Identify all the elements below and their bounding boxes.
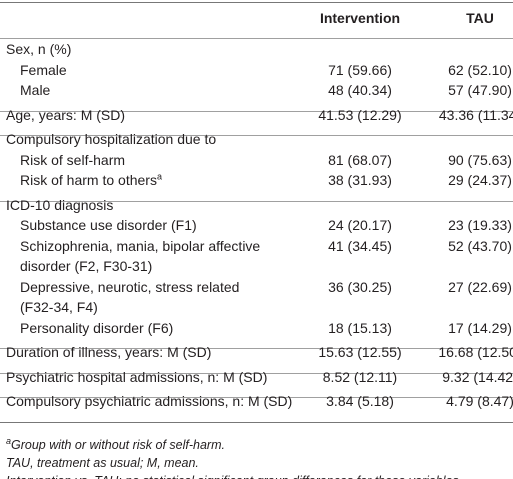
cell: 52 (43.70) bbox=[448, 237, 512, 254]
column-header: TAU bbox=[466, 10, 494, 26]
cell: 29 (24.37) bbox=[448, 172, 512, 188]
rule bbox=[0, 372, 513, 374]
cell: 27 (22.69) bbox=[448, 278, 512, 295]
cell: 23 (19.33) bbox=[448, 217, 512, 233]
row-label: Risk of self-harm bbox=[20, 151, 126, 168]
row-label: (F32-34, F4) bbox=[20, 299, 98, 315]
footnote: aGroup with or without risk of self-harm… bbox=[6, 436, 225, 454]
cell: 17 (14.29) bbox=[448, 319, 512, 336]
cell: 41 (34.45) bbox=[328, 237, 392, 254]
cell: 38 (31.93) bbox=[328, 172, 392, 188]
row-label: Female bbox=[20, 61, 67, 78]
cell: 24 (20.17) bbox=[328, 217, 392, 233]
cell: 16.68 (12.50) bbox=[438, 344, 513, 360]
row-label: Duration of illness, years: M (SD) bbox=[6, 344, 212, 360]
footnote-text: TAU, treatment as usual; M, mean. bbox=[6, 455, 199, 470]
rule bbox=[0, 110, 513, 112]
row-label: Risk of harm to othersa bbox=[20, 171, 162, 188]
column-header: Intervention bbox=[319, 10, 401, 26]
cell: 57 (47.90) bbox=[448, 82, 512, 98]
row-label: Personality disorder (F6) bbox=[20, 319, 174, 336]
row-label: Compulsory psychiatric admissions, n: M … bbox=[6, 393, 293, 409]
rule bbox=[0, 200, 513, 202]
cell: 9.32 (14.42) bbox=[442, 368, 513, 385]
footnote-text: Intervention vs. TAU: no statistical sig… bbox=[6, 474, 462, 479]
row-label: Age, years: M (SD) bbox=[6, 106, 126, 123]
cell: 71 (59.66) bbox=[328, 61, 392, 78]
row-label: Compulsory hospitalization due to bbox=[6, 131, 217, 147]
cell: 90 (75.63) bbox=[448, 151, 512, 168]
rule bbox=[0, 135, 513, 136]
rule bbox=[0, 397, 513, 398]
cell: 18 (15.13) bbox=[328, 319, 392, 336]
cell: 36 (30.25) bbox=[328, 278, 392, 295]
row-label: Depressive, neurotic, stress related bbox=[20, 278, 240, 295]
footnote: TAU, treatment as usual; M, mean. bbox=[6, 454, 199, 472]
row-label: Substance use disorder (F1) bbox=[20, 217, 197, 233]
cell: 43.36 (11.34) bbox=[438, 106, 513, 123]
cell: 8.52 (12.11) bbox=[322, 368, 398, 385]
rule bbox=[0, 348, 513, 349]
rule bbox=[0, 2, 513, 3]
row-label: Psychiatric hospital admissions, n: M (S… bbox=[6, 368, 268, 385]
cell: 48 (40.34) bbox=[328, 82, 392, 98]
cell: 15.63 (12.55) bbox=[318, 344, 402, 360]
superscript: a bbox=[6, 435, 12, 446]
row-label: Schizophrenia, mania, bipolar affective bbox=[20, 237, 261, 254]
cell: 62 (52.10) bbox=[448, 61, 512, 78]
cell: 3.84 (5.18) bbox=[326, 393, 394, 409]
rule bbox=[0, 38, 513, 39]
cell: 4.79 (8.47) bbox=[446, 393, 513, 409]
row-label: disorder (F2, F30-31) bbox=[20, 258, 153, 274]
cell: 41.53 (12.29) bbox=[318, 106, 402, 123]
superscript: a bbox=[156, 171, 162, 182]
row-label: Sex, n (%) bbox=[6, 41, 72, 57]
cell: 81 (68.07) bbox=[328, 151, 392, 168]
footnote-text: Group with or without risk of self-harm. bbox=[11, 437, 225, 452]
rule bbox=[0, 421, 513, 423]
row-label: ICD-10 diagnosis bbox=[6, 196, 114, 213]
footnote: Intervention vs. TAU: no statistical sig… bbox=[6, 472, 462, 479]
row-label: Male bbox=[20, 82, 51, 98]
